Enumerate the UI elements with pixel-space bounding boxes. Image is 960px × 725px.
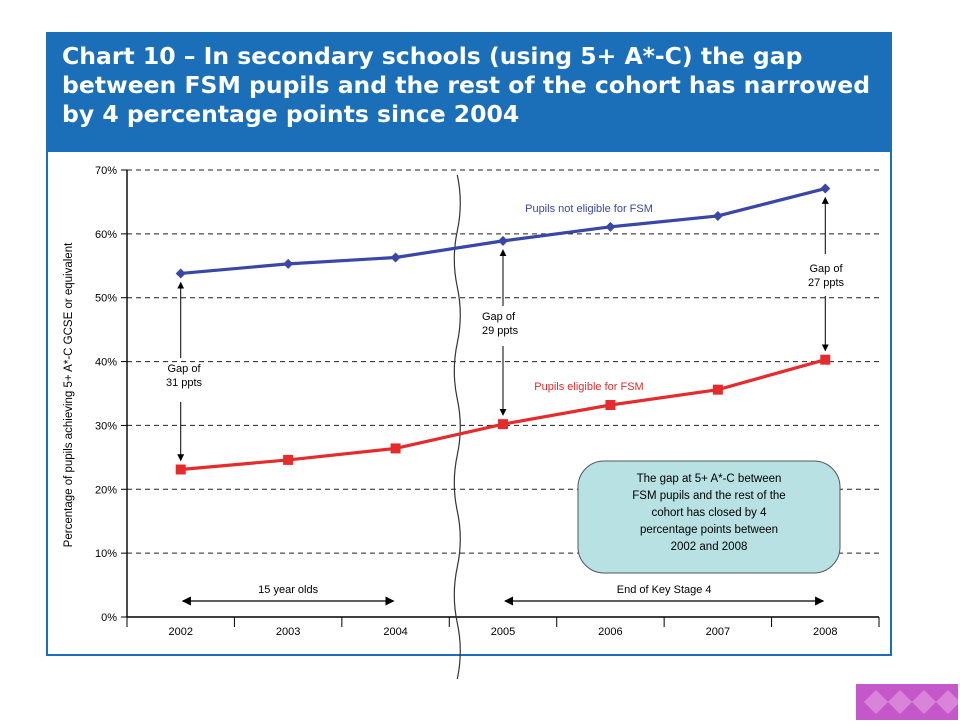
- tick-labels: 0% 10% 20% 30% 40% 50% 60% 70% 2002 2003 2004 2005 2…: [95, 165, 838, 638]
- data-point-fsm: [605, 399, 616, 410]
- x-tick-label: 2004: [383, 626, 407, 638]
- x-tick-label: 2002: [168, 626, 192, 638]
- series-label-not-fsm: Pupils not eligible for FSM: [525, 203, 653, 215]
- x-tick-label: 2003: [276, 626, 300, 638]
- gap-label: Gap of: [482, 311, 516, 323]
- y-tick-label: 60%: [95, 229, 117, 241]
- y-axis-label: Percentage of pupils achieving 5+ A*-C G…: [63, 242, 75, 547]
- data-point-fsm: [712, 384, 723, 395]
- data-point-fsm: [498, 419, 508, 430]
- chart-title: Chart 10 – In secondary schools (using 5…: [62, 42, 871, 128]
- callout-box: [577, 460, 841, 574]
- data-point-not-fsm: [820, 183, 831, 194]
- data-point-fsm: [390, 443, 401, 454]
- y-tick-label: 30%: [95, 420, 117, 432]
- next-slide-button[interactable]: [856, 684, 958, 720]
- x-tick-label: 2007: [706, 626, 730, 638]
- callout-line: The gap at 5+ A*-C between: [637, 473, 782, 485]
- data-point-fsm: [175, 464, 186, 475]
- y-tick-label: 70%: [95, 165, 117, 177]
- series-label-fsm: Pupils eligible for FSM: [534, 381, 643, 393]
- period-label: End of Key Stage 4: [617, 584, 712, 596]
- axes: [121, 169, 880, 627]
- data-point-fsm: [820, 354, 831, 365]
- x-tick-label: 2008: [813, 626, 837, 638]
- chevron-row-icon: [864, 690, 958, 714]
- data-point-not-fsm: [283, 258, 294, 269]
- data-point-fsm: [283, 454, 294, 465]
- data-point-not-fsm: [712, 210, 723, 221]
- y-tick-label: 10%: [95, 548, 117, 560]
- x-tick-label: 2005: [491, 626, 515, 638]
- period-label: 15 year olds: [258, 584, 318, 596]
- data-point-not-fsm: [498, 235, 508, 246]
- y-tick-label: 50%: [95, 293, 117, 305]
- data-point-not-fsm: [605, 221, 616, 232]
- callout-line: 2002 and 2008: [671, 541, 748, 553]
- gap-label: 27 ppts: [808, 277, 845, 289]
- callout-line: cohort has closed by 4: [651, 507, 767, 519]
- y-tick-label: 40%: [95, 357, 117, 369]
- callout-line: FSM pupils and the rest of the: [632, 490, 785, 502]
- callout-line: percentage points between: [640, 524, 778, 536]
- data-point-not-fsm: [390, 252, 401, 263]
- y-tick-label: 0%: [101, 612, 117, 624]
- data-point-not-fsm: [175, 268, 186, 279]
- gap-label: 29 ppts: [482, 325, 519, 337]
- series-layer: [175, 183, 831, 475]
- y-tick-label: 20%: [95, 484, 117, 496]
- title-bar: Chart 10 – In secondary schools (using 5…: [48, 34, 890, 152]
- x-tick-label: 2006: [598, 626, 622, 638]
- gap-label: Gap of: [167, 363, 201, 375]
- annotations: Pupils not eligible for FSM Pupils eligib…: [166, 196, 845, 606]
- chart-frame: Chart 10 – In secondary schools (using 5…: [46, 32, 892, 656]
- gap-label: Gap of: [809, 263, 843, 275]
- gap-label: 31 ppts: [166, 377, 203, 389]
- axis-break-wave: [453, 174, 461, 680]
